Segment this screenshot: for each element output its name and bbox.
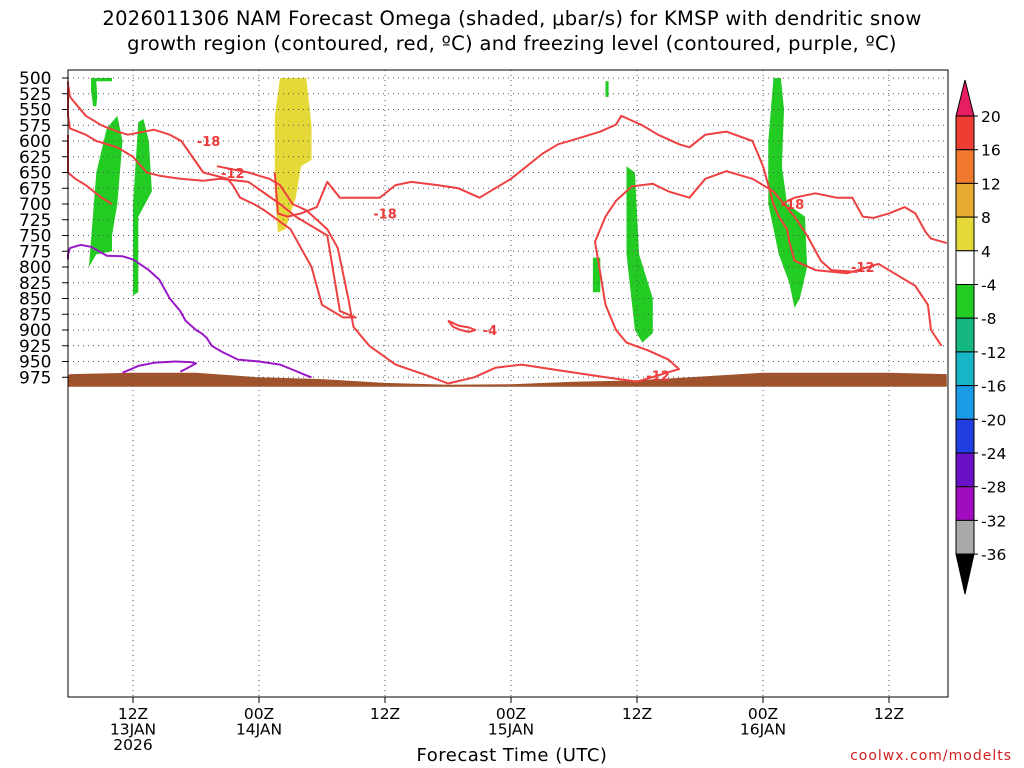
dendritic_-18C-line-1 bbox=[273, 114, 943, 347]
omega_up_-4_to_-8-region-3 bbox=[605, 81, 609, 97]
x-tick-label-18-1: 14JAN bbox=[236, 721, 282, 739]
x-tick-label-66-1: 16JAN bbox=[740, 721, 786, 739]
y-tick-label-600: 600 bbox=[19, 132, 51, 152]
omega_up_-4_to_-8-region-5 bbox=[626, 166, 653, 343]
y-tick-label-875: 875 bbox=[19, 305, 51, 325]
y-tick-label-500: 500 bbox=[19, 69, 51, 89]
x-axis-title: Forecast Time (UTC) bbox=[416, 745, 608, 766]
y-tick-label-775: 775 bbox=[19, 242, 51, 262]
contour-label-3: -4 bbox=[483, 324, 497, 339]
colorbar-bin-14 bbox=[955, 553, 975, 595]
y-tick-label-525: 525 bbox=[19, 85, 51, 105]
y-tick-label-975: 975 bbox=[19, 368, 51, 388]
contour-label-0: -18 bbox=[197, 135, 221, 150]
omega_up_-4_to_-8-region-6 bbox=[768, 78, 808, 308]
colorbar: 20 16 12 8 4 -4 -8 -12 -16 -20 -24 -28 -32 -36 bbox=[955, 79, 1006, 595]
dendritic_-18C-line-0 bbox=[67, 81, 357, 319]
chart-title-line1: 2026011306 NAM Forecast Omega (shaded, μ… bbox=[102, 7, 922, 30]
y-tick-label-625: 625 bbox=[19, 148, 51, 168]
omega-shading bbox=[88, 78, 808, 343]
dendritic_-18C-line-3 bbox=[447, 319, 477, 333]
freezing_level-line-0 bbox=[67, 243, 312, 379]
y-tick-label-650: 650 bbox=[19, 164, 51, 184]
contour-label-1: -12 bbox=[221, 167, 245, 182]
y-tick-label-750: 750 bbox=[19, 227, 51, 247]
colorbar-label-3: 8 bbox=[981, 209, 991, 227]
chart-title-line2: growth region (contoured, red, ºC) and f… bbox=[127, 32, 897, 55]
x-tick-label-30-0: 12Z bbox=[370, 705, 400, 723]
omega_up_-4_to_-8-region-2 bbox=[133, 119, 152, 296]
x-tick-label-6-0: 12Z bbox=[118, 705, 148, 723]
colorbar-label-9: -20 bbox=[981, 411, 1006, 429]
y-tick-label-725: 725 bbox=[19, 211, 51, 231]
colorbar-bin-2 bbox=[955, 149, 975, 184]
plot-frame bbox=[67, 69, 949, 698]
y-tick-label-850: 850 bbox=[19, 290, 51, 310]
colorbar-label-4: 4 bbox=[981, 243, 991, 261]
contour-label-2: -18 bbox=[373, 207, 397, 222]
contour-labels: -18 -12 -18 -4 -12 -18 -12 bbox=[197, 135, 875, 384]
colorbar-bin-4 bbox=[955, 216, 975, 252]
colorbar-label-11: -28 bbox=[981, 479, 1006, 497]
contour-label-5: -18 bbox=[781, 198, 805, 213]
y-tick-label-575: 575 bbox=[19, 116, 51, 136]
colorbar-bin-7 bbox=[955, 317, 975, 353]
x-tick-label-6-1: 13JAN bbox=[110, 721, 156, 739]
contour-label-6: -12 bbox=[851, 261, 875, 276]
dendritic_-12C-line-1 bbox=[781, 192, 948, 245]
x-tick-label-18-0: 00Z bbox=[244, 705, 274, 723]
terrain-region-0 bbox=[68, 372, 947, 387]
colorbar-label-10: -24 bbox=[981, 445, 1006, 463]
omega_up_-4_to_-8-region-1 bbox=[88, 115, 123, 267]
y-tick-label-800: 800 bbox=[19, 258, 51, 278]
colorbar-bin-13 bbox=[955, 519, 975, 555]
y-tick-label-925: 925 bbox=[19, 337, 51, 357]
y-tick-label-825: 825 bbox=[19, 274, 51, 294]
y-axis: 5005255505756006256506757007257507758008… bbox=[19, 69, 68, 388]
colorbar-bin-12 bbox=[955, 486, 975, 521]
colorbar-bin-0 bbox=[955, 79, 975, 117]
y-tick-label-900: 900 bbox=[19, 321, 51, 341]
x-tick-label-66-0: 00Z bbox=[748, 705, 778, 723]
colorbar-label-6: -8 bbox=[981, 310, 996, 328]
credit-text: coolwx.com/modelts bbox=[850, 748, 1012, 764]
dendritic_-12C-line-0 bbox=[216, 165, 858, 385]
omega_up_-4_to_-8-region-0 bbox=[91, 78, 112, 107]
colorbar-label-2: 12 bbox=[981, 175, 1001, 193]
omega_down_4_to_8-region-0 bbox=[274, 78, 312, 233]
x-tick-label-78-0: 12Z bbox=[874, 705, 904, 723]
colorbar-label-0: 20 bbox=[981, 108, 1001, 126]
x-tick-label-42-1: 15JAN bbox=[488, 721, 534, 739]
terrain-ground bbox=[68, 372, 947, 387]
y-tick-label-950: 950 bbox=[19, 353, 51, 373]
colorbar-label-12: -32 bbox=[981, 512, 1006, 530]
colorbar-label-13: -36 bbox=[981, 546, 1006, 564]
colorbar-bin-3 bbox=[955, 182, 975, 218]
colorbar-bin-10 bbox=[955, 418, 975, 454]
y-tick-label-550: 550 bbox=[19, 101, 51, 121]
contour-label-4: -12 bbox=[646, 369, 670, 384]
colorbar-bin-8 bbox=[955, 351, 975, 387]
colorbar-bin-11 bbox=[955, 452, 975, 488]
y-tick-label-675: 675 bbox=[19, 179, 51, 199]
y-tick-label-700: 700 bbox=[19, 195, 51, 215]
colorbar-bin-5 bbox=[955, 250, 975, 286]
x-tick-label-54-0: 12Z bbox=[622, 705, 652, 723]
colorbar-bin-6 bbox=[955, 284, 975, 319]
x-tick-label-42-0: 00Z bbox=[496, 705, 526, 723]
colorbar-label-7: -12 bbox=[981, 344, 1006, 362]
colorbar-label-8: -16 bbox=[981, 378, 1006, 396]
colorbar-bin-1 bbox=[955, 115, 975, 151]
colorbar-label-5: -4 bbox=[981, 277, 996, 295]
colorbar-label-1: 16 bbox=[981, 142, 1001, 160]
x-tick-label-6-2: 2026 bbox=[113, 736, 152, 754]
grid-lines bbox=[68, 70, 948, 697]
contour-lines bbox=[67, 81, 948, 385]
colorbar-bin-9 bbox=[955, 385, 975, 420]
chart-title: 2026011306 NAM Forecast Omega (shaded, μ… bbox=[0, 6, 1024, 56]
freezing_level-line-1 bbox=[122, 360, 197, 374]
